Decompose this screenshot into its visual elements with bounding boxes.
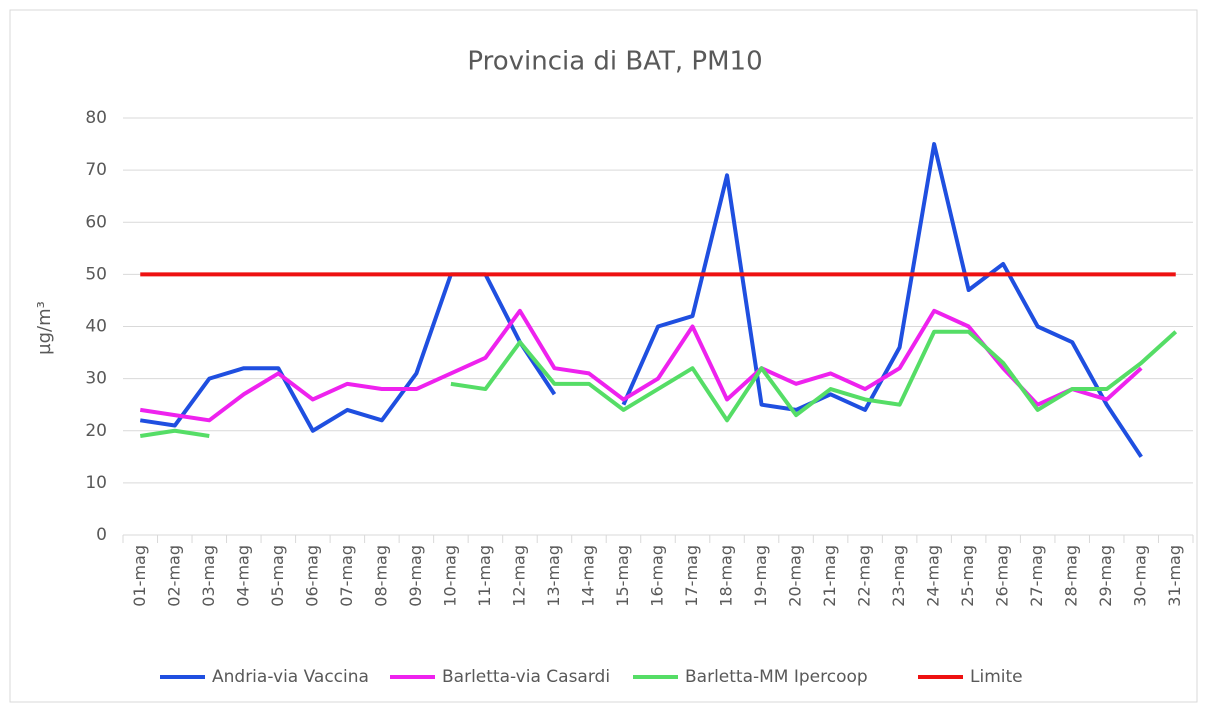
y-tick-label: 80 <box>85 108 107 128</box>
x-tick-label: 07-mag <box>337 545 356 607</box>
x-tick-label: 13-mag <box>544 545 563 607</box>
x-tick-label: 26-mag <box>993 545 1012 607</box>
x-tick-label: 14-mag <box>578 545 597 607</box>
legend-label: Andria-via Vaccina <box>212 667 369 687</box>
x-tick-label: 22-mag <box>855 545 874 607</box>
x-tick-label: 12-mag <box>509 545 528 607</box>
chart-frame <box>9 9 1198 703</box>
legend-label: Limite <box>970 667 1023 687</box>
x-tick-label: 03-mag <box>199 545 218 607</box>
x-tick-label: 30-mag <box>1131 545 1150 607</box>
x-tick-label: 05-mag <box>268 545 287 607</box>
y-tick-label: 40 <box>85 317 107 337</box>
y-tick-label: 60 <box>85 212 107 232</box>
x-tick-label: 17-mag <box>682 545 701 607</box>
x-tick-label: 27-mag <box>1027 545 1046 607</box>
y-tick-label: 20 <box>85 421 107 441</box>
x-tick-label: 10-mag <box>440 545 459 607</box>
legend-label: Barletta-MM Ipercoop <box>685 667 868 687</box>
y-tick-label: 0 <box>96 525 107 545</box>
x-tick-label: 16-mag <box>648 545 667 607</box>
y-tick-label: 10 <box>85 473 107 493</box>
series-line <box>139 329 1178 438</box>
x-tick-label: 25-mag <box>958 545 977 607</box>
x-tick-label: 09-mag <box>406 545 425 607</box>
chart-title: Provincia di BAT, PM10 <box>467 47 762 77</box>
x-tick-label: 08-mag <box>371 545 390 607</box>
x-tick-label: 18-mag <box>717 545 736 607</box>
x-tick-label: 23-mag <box>889 545 908 607</box>
y-tick-label: 70 <box>85 160 107 180</box>
y-axis-label: µg/m³ <box>34 301 55 355</box>
x-tick-label: 06-mag <box>302 545 321 607</box>
y-tick-label: 30 <box>85 369 107 389</box>
x-tick-label: 29-mag <box>1096 545 1115 607</box>
x-tick-label: 21-mag <box>820 545 839 607</box>
legend-label: Barletta-via Casardi <box>442 667 610 687</box>
x-tick-label: 01-mag <box>130 545 149 607</box>
y-tick-label: 50 <box>85 264 107 284</box>
x-tick-label: 20-mag <box>786 545 805 607</box>
x-tick-label: 11-mag <box>475 545 494 607</box>
x-tick-label: 04-mag <box>233 545 252 607</box>
x-tick-label: 02-mag <box>164 545 183 607</box>
x-tick-label: 24-mag <box>924 545 943 607</box>
series-line <box>139 308 1143 423</box>
x-tick-label: 31-mag <box>1165 545 1184 607</box>
x-tick-label: 19-mag <box>751 545 770 607</box>
x-tick-label: 28-mag <box>1062 545 1081 607</box>
x-tick-label: 15-mag <box>613 545 632 607</box>
